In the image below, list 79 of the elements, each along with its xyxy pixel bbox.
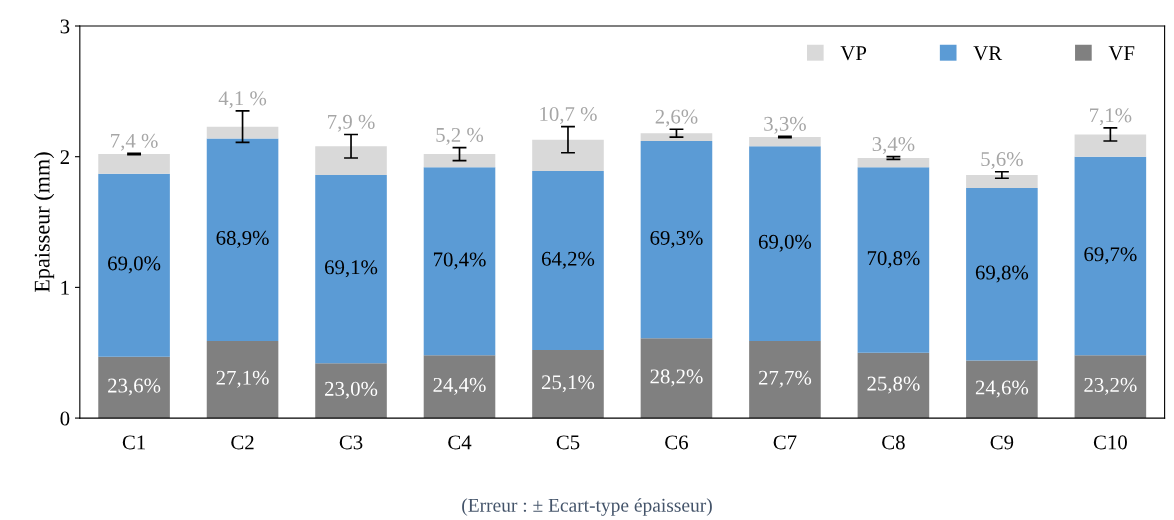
bar — [640, 133, 713, 142]
bar — [857, 352, 930, 419]
annotation: 69,3% — [650, 230, 703, 248]
bar — [749, 146, 821, 341]
bar — [423, 154, 496, 168]
bar — [206, 138, 279, 341]
y-tick-label: 2 — [60, 150, 69, 164]
bar — [532, 171, 604, 351]
bar — [423, 167, 496, 356]
x-tick-label: C2 — [231, 435, 254, 450]
x-tick-label: C1 — [122, 435, 145, 450]
x-tick-label: C4 — [448, 435, 472, 450]
annotation: 25,8% — [867, 376, 920, 394]
annotation: 23,2% — [1084, 377, 1137, 395]
bar — [423, 355, 496, 419]
bar — [857, 167, 930, 353]
annotation: 68,9% — [216, 230, 269, 248]
bar — [1074, 134, 1147, 157]
annotation: 69,0% — [758, 234, 812, 252]
annotation: 3,4% — [872, 137, 915, 155]
annotation: 69,8% — [975, 265, 1029, 283]
x-tick-label: C3 — [339, 435, 363, 450]
bar — [315, 363, 387, 419]
annotation: 25,1% — [541, 375, 595, 393]
bar — [749, 137, 821, 147]
x-tick-label: C7 — [773, 435, 797, 450]
annotation: 5,2 % — [436, 127, 484, 145]
legend-label: VF — [1108, 46, 1135, 61]
text: (Erreur : ± Ecart-type épaisseur) — [462, 498, 712, 516]
bar — [1074, 156, 1147, 356]
bar — [98, 173, 170, 357]
annotation: 4,1 % — [218, 91, 267, 109]
annotation: 69,7% — [1084, 247, 1137, 265]
annotation: 5,6% — [981, 152, 1023, 170]
bar — [532, 139, 604, 172]
annotation: 7,4 % — [111, 133, 158, 151]
annotation: 2,6% — [655, 109, 698, 127]
bar — [315, 174, 387, 364]
bar — [206, 126, 279, 139]
annotation: 69,1% — [325, 260, 378, 278]
y-tick-label: 3 — [60, 19, 70, 34]
annotation: 64,2% — [541, 251, 595, 269]
annotation: 28,2% — [650, 369, 703, 387]
annotation: 23,6% — [108, 378, 161, 396]
y-tick-label: 0 — [60, 411, 70, 426]
x-tick-label: C8 — [882, 435, 905, 450]
bar — [640, 338, 713, 419]
x-tick-label: C9 — [990, 435, 1014, 450]
annotation: 3,3% — [764, 116, 806, 134]
annotation: 23,0% — [325, 381, 378, 399]
bar — [857, 158, 930, 168]
annotation: 70,4% — [433, 252, 486, 270]
bar — [98, 154, 170, 174]
bar — [640, 141, 713, 339]
bar — [966, 174, 1038, 189]
bar — [98, 356, 170, 419]
annotation: 7,9 % — [328, 114, 375, 132]
annotation: 69,0% — [108, 256, 161, 274]
bar — [315, 146, 387, 175]
bar — [1074, 355, 1147, 419]
x-tick-label: C10 — [1093, 435, 1127, 450]
annotation: 70,8% — [867, 251, 920, 269]
annotation: 24,6% — [975, 380, 1029, 398]
y-axis-title: Epaisseur (mm) — [33, 152, 55, 293]
bar — [532, 350, 604, 419]
bar — [749, 340, 821, 419]
annotation: 7,1% — [1090, 108, 1132, 126]
annotation: 27,1% — [216, 370, 269, 388]
annotation: 24,4% — [433, 377, 486, 395]
x-tick-label: C5 — [556, 435, 580, 450]
legend-label: VR — [973, 46, 1003, 61]
annotation: 10,7 % — [540, 106, 597, 125]
bar — [966, 360, 1038, 419]
legend-label: VP — [840, 46, 867, 61]
y-tick-label: 1 — [61, 280, 69, 295]
bar — [206, 340, 279, 419]
annotation: 27,7% — [758, 370, 812, 388]
x-tick-label: C6 — [665, 435, 688, 450]
bar — [966, 188, 1038, 361]
